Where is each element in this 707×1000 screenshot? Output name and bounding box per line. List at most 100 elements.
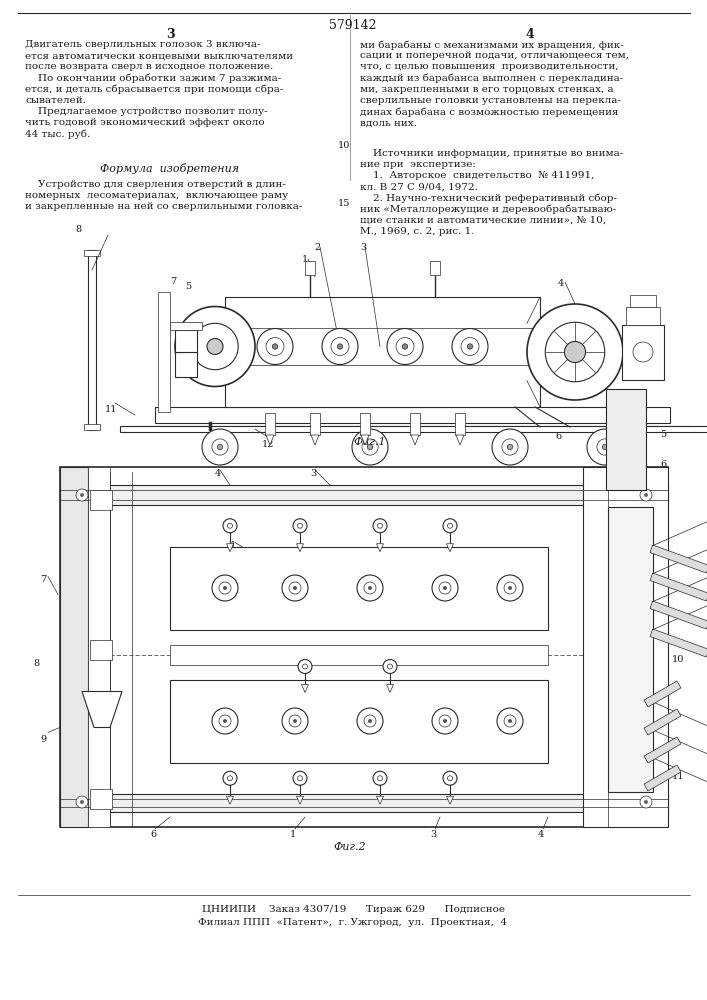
Text: 6: 6 xyxy=(660,460,666,469)
Circle shape xyxy=(357,575,383,601)
Bar xyxy=(120,426,707,432)
Bar xyxy=(84,250,100,256)
Bar xyxy=(630,294,656,306)
Circle shape xyxy=(373,771,387,785)
Circle shape xyxy=(368,444,373,450)
Circle shape xyxy=(644,800,648,804)
Circle shape xyxy=(378,776,382,781)
Text: 4: 4 xyxy=(538,830,544,839)
Text: щие станки и автоматические линии», № 10,: щие станки и автоматические линии», № 10… xyxy=(360,216,606,225)
Circle shape xyxy=(298,523,303,528)
Bar xyxy=(650,573,707,601)
Polygon shape xyxy=(447,544,453,552)
Bar xyxy=(170,645,548,664)
Circle shape xyxy=(212,575,238,601)
Text: 6: 6 xyxy=(555,432,561,441)
Text: ние при  экспертизе:: ние при экспертизе: xyxy=(360,160,476,169)
Bar xyxy=(170,322,202,330)
Circle shape xyxy=(443,586,447,590)
Text: 8: 8 xyxy=(33,660,39,668)
Circle shape xyxy=(508,444,513,450)
Circle shape xyxy=(443,519,457,533)
Text: 3: 3 xyxy=(430,830,436,839)
Circle shape xyxy=(402,344,408,349)
Text: М., 1969, с. 2, рис. 1.: М., 1969, с. 2, рис. 1. xyxy=(360,227,474,236)
Text: номерных  лесоматериалах,  включающее раму: номерных лесоматериалах, включающее раму xyxy=(25,191,288,200)
Text: ется автоматически концевыми выключателями: ется автоматически концевыми выключателя… xyxy=(25,51,293,60)
Circle shape xyxy=(76,796,88,808)
Circle shape xyxy=(508,719,512,723)
Text: сверлильные головки установлены на перекла-: сверлильные головки установлены на перек… xyxy=(360,96,621,105)
Circle shape xyxy=(219,715,231,727)
Circle shape xyxy=(282,708,308,734)
Polygon shape xyxy=(296,796,303,804)
Circle shape xyxy=(504,582,516,594)
Circle shape xyxy=(298,776,303,781)
Circle shape xyxy=(352,429,388,465)
Circle shape xyxy=(602,444,608,450)
Text: 4: 4 xyxy=(525,28,534,41)
Bar xyxy=(158,292,170,412)
Circle shape xyxy=(368,586,372,590)
Circle shape xyxy=(439,582,451,594)
Circle shape xyxy=(504,715,516,727)
Text: 1: 1 xyxy=(230,542,236,550)
Text: 15: 15 xyxy=(338,199,350,208)
Circle shape xyxy=(564,341,585,363)
Bar xyxy=(88,250,96,430)
Bar xyxy=(608,507,653,792)
Bar xyxy=(410,413,420,435)
Bar xyxy=(60,794,668,812)
Circle shape xyxy=(202,429,238,465)
Bar xyxy=(310,413,320,435)
Bar xyxy=(455,413,465,435)
Circle shape xyxy=(322,328,358,364)
Circle shape xyxy=(368,719,372,723)
Circle shape xyxy=(387,328,423,364)
Polygon shape xyxy=(226,544,233,552)
Circle shape xyxy=(508,586,512,590)
Circle shape xyxy=(467,344,473,349)
Text: Двигатель сверлильных голозок 3 включа-: Двигатель сверлильных голозок 3 включа- xyxy=(25,40,260,49)
Bar xyxy=(644,709,681,735)
Text: 1: 1 xyxy=(290,830,296,839)
Bar xyxy=(170,680,548,762)
Bar xyxy=(175,330,197,352)
Circle shape xyxy=(80,800,84,804)
Text: ЦНИИПИ    Заказ 4307/19      Тираж 629      Подписное: ЦНИИПИ Заказ 4307/19 Тираж 629 Подписное xyxy=(201,905,505,914)
Circle shape xyxy=(228,776,233,781)
Text: 9: 9 xyxy=(40,734,46,744)
Text: кл. В 27 С 9/04, 1972.: кл. В 27 С 9/04, 1972. xyxy=(360,182,478,191)
Bar xyxy=(305,261,315,275)
Text: 3: 3 xyxy=(310,469,316,478)
Polygon shape xyxy=(411,435,419,445)
Circle shape xyxy=(373,519,387,533)
Text: Филиал ППП  «Патент»,  г. Ужгород,  ул.  Проектная,  4: Филиал ППП «Патент», г. Ужгород, ул. Про… xyxy=(199,918,508,927)
Text: Формула  изобретения: Формула изобретения xyxy=(100,163,240,174)
Circle shape xyxy=(545,322,604,382)
Circle shape xyxy=(207,338,223,355)
Circle shape xyxy=(597,439,613,455)
Bar xyxy=(430,261,440,275)
Text: 6: 6 xyxy=(150,830,156,839)
Circle shape xyxy=(272,344,278,349)
Circle shape xyxy=(383,660,397,674)
Circle shape xyxy=(502,439,518,455)
Circle shape xyxy=(76,489,88,501)
Polygon shape xyxy=(377,544,383,552)
Bar xyxy=(60,485,668,505)
Circle shape xyxy=(378,523,382,528)
Text: сации и поперечной подачи, отличающееся тем,: сации и поперечной подачи, отличающееся … xyxy=(360,51,629,60)
Bar xyxy=(60,467,668,827)
Circle shape xyxy=(223,519,237,533)
Bar xyxy=(155,407,670,423)
Circle shape xyxy=(223,586,227,590)
Text: динах барабана с возможностью перемещения: динах барабана с возможностью перемещени… xyxy=(360,107,619,117)
Bar xyxy=(225,297,540,407)
Text: 4: 4 xyxy=(558,279,564,288)
Bar xyxy=(265,413,275,435)
Text: 2: 2 xyxy=(370,594,376,603)
Circle shape xyxy=(357,708,383,734)
Bar xyxy=(90,640,112,660)
Circle shape xyxy=(223,719,227,723)
